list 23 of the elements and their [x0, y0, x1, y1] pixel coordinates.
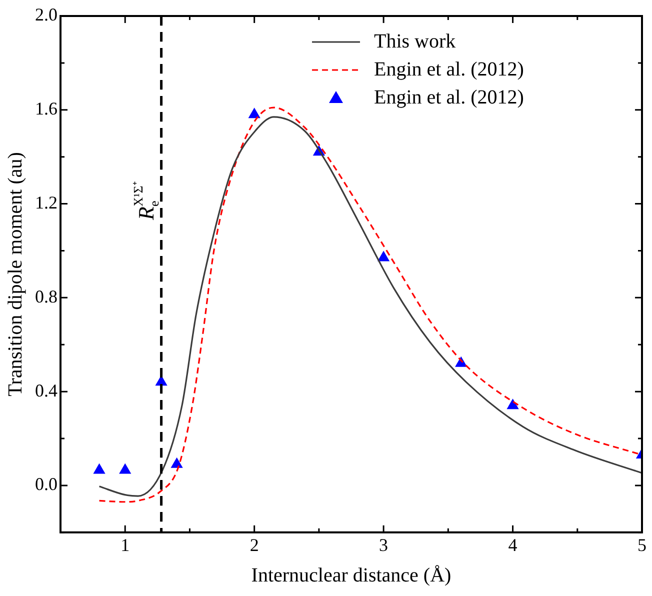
point: [507, 399, 518, 410]
y-tick-label: 0.8: [35, 286, 58, 306]
y-tick-label: 0.4: [35, 380, 58, 400]
x-tick-label: 5: [638, 534, 646, 555]
point: [378, 251, 390, 262]
x-tick-label: 2: [250, 534, 259, 555]
x-tick-label: 4: [508, 534, 518, 555]
point: [94, 464, 105, 474]
point: [248, 108, 260, 118]
x-tick-label: 3: [379, 534, 388, 555]
y-axis-title: Transition dipole moment (au): [4, 152, 26, 396]
legend-label: This work: [374, 30, 456, 52]
ref-line-label: ReX¹Σ⁺: [130, 182, 162, 221]
y-tick-label: 0.0: [35, 474, 58, 494]
legend-label: Engin et al. (2012): [374, 86, 524, 108]
y-tick-label: 2.0: [35, 4, 58, 25]
point: [119, 464, 131, 474]
x-axis-title: Internuclear distance (Å): [251, 564, 452, 586]
y-tick-label: 1.6: [35, 98, 58, 119]
legend-label: Engin et al. (2012): [374, 58, 524, 80]
x-tick-label: 1: [120, 534, 130, 555]
y-tick-label: 1.2: [35, 192, 58, 213]
point: [171, 458, 182, 468]
